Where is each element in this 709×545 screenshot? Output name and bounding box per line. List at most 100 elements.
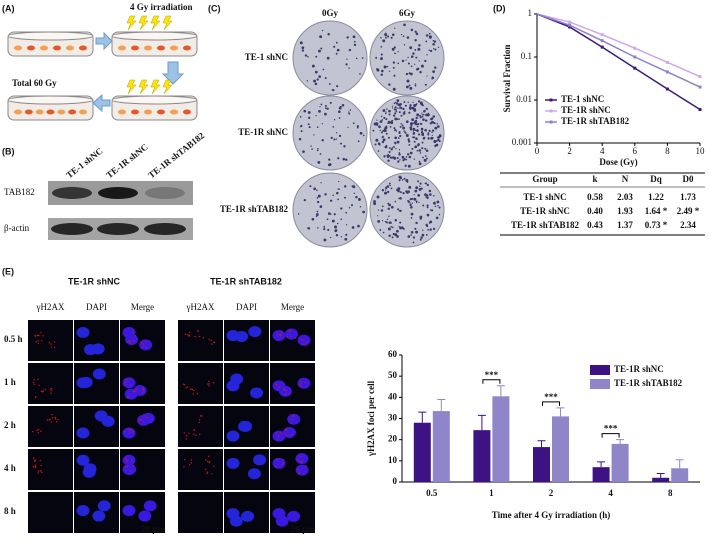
plate bbox=[292, 172, 368, 248]
colony bbox=[409, 86, 413, 90]
colony bbox=[380, 115, 383, 118]
colony bbox=[391, 33, 395, 36]
colony bbox=[422, 229, 424, 231]
colony bbox=[391, 47, 395, 51]
colony bbox=[407, 235, 411, 238]
colony bbox=[399, 209, 402, 212]
focus bbox=[198, 419, 201, 421]
colony bbox=[384, 112, 387, 115]
colony bbox=[421, 104, 424, 107]
focus bbox=[36, 429, 38, 432]
focus bbox=[136, 388, 138, 390]
focus bbox=[141, 388, 144, 390]
colony bbox=[384, 193, 386, 195]
colony bbox=[426, 196, 429, 200]
colony bbox=[404, 104, 407, 107]
colony bbox=[400, 33, 403, 36]
colony bbox=[388, 70, 391, 72]
colony bbox=[326, 107, 329, 110]
colony bbox=[317, 194, 321, 198]
focus bbox=[130, 470, 132, 472]
colony bbox=[299, 125, 302, 128]
colony bbox=[431, 137, 434, 139]
colony bbox=[347, 126, 349, 128]
error-bar bbox=[616, 439, 625, 444]
nucleus bbox=[76, 454, 90, 466]
time-label: 8 h bbox=[4, 506, 16, 516]
colony bbox=[379, 129, 381, 132]
colony bbox=[333, 138, 336, 141]
colony bbox=[313, 187, 316, 191]
colony bbox=[387, 207, 390, 211]
col-label: 0Gy bbox=[322, 8, 339, 18]
colony bbox=[418, 160, 421, 163]
point bbox=[568, 25, 572, 29]
focus bbox=[303, 473, 305, 475]
colony bbox=[415, 221, 418, 225]
group-label: TE-1R shTAB182 bbox=[210, 276, 282, 286]
focus bbox=[205, 459, 207, 461]
colony bbox=[413, 158, 416, 160]
lightning bbox=[138, 15, 149, 31]
colony bbox=[432, 70, 435, 73]
cell bbox=[157, 45, 165, 51]
focus bbox=[200, 415, 202, 417]
point bbox=[568, 23, 572, 27]
colony bbox=[352, 122, 355, 125]
colony bbox=[381, 205, 384, 208]
colony bbox=[412, 136, 414, 138]
colony bbox=[317, 227, 319, 229]
colony bbox=[363, 134, 365, 137]
bar bbox=[671, 468, 689, 482]
colony bbox=[394, 101, 397, 104]
colony bbox=[404, 131, 407, 134]
scale-bar-label: 20 μm bbox=[141, 524, 165, 534]
colony bbox=[382, 231, 385, 234]
colony bbox=[376, 68, 379, 71]
focus bbox=[133, 391, 136, 393]
colony bbox=[414, 83, 417, 85]
colony bbox=[390, 148, 393, 151]
colony bbox=[321, 139, 324, 142]
colony bbox=[400, 114, 403, 117]
colony bbox=[342, 157, 346, 161]
colony bbox=[303, 198, 306, 202]
colony bbox=[394, 112, 397, 115]
colony bbox=[410, 122, 413, 125]
focus bbox=[32, 430, 34, 433]
colony bbox=[389, 125, 392, 128]
colony bbox=[388, 215, 390, 217]
focus bbox=[292, 415, 294, 417]
colony bbox=[394, 136, 398, 140]
colony bbox=[434, 48, 437, 51]
colony bbox=[432, 39, 435, 42]
focus bbox=[129, 378, 131, 381]
colony bbox=[413, 194, 415, 196]
colony bbox=[414, 145, 418, 149]
colony bbox=[308, 116, 311, 120]
nucleus bbox=[230, 373, 244, 385]
x-tick-label: 0 bbox=[535, 146, 540, 156]
colony bbox=[424, 59, 427, 63]
focus bbox=[207, 383, 209, 385]
table-cell: 2.49 * bbox=[677, 206, 700, 216]
colony bbox=[333, 45, 336, 48]
colony bbox=[301, 49, 305, 52]
focus bbox=[305, 382, 307, 384]
colony bbox=[405, 190, 408, 193]
focus bbox=[275, 383, 278, 386]
focus bbox=[298, 471, 301, 473]
micrograph bbox=[178, 363, 223, 404]
micrograph bbox=[28, 363, 73, 404]
colony bbox=[380, 45, 383, 48]
colony bbox=[420, 64, 424, 68]
colony bbox=[300, 130, 303, 133]
colony bbox=[405, 158, 408, 161]
colony bbox=[434, 126, 438, 130]
colony bbox=[392, 87, 396, 91]
colony bbox=[398, 132, 401, 135]
table-cell: TE-1R shTAB182 bbox=[511, 220, 580, 230]
colony bbox=[390, 121, 394, 125]
colony bbox=[298, 137, 302, 141]
colony bbox=[345, 158, 348, 161]
